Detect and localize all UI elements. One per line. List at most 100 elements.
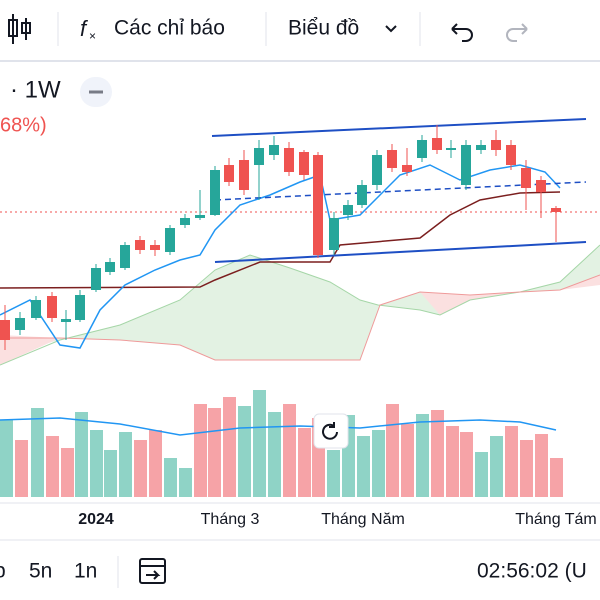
range-button[interactable]: 1n: [74, 560, 97, 583]
body: [269, 145, 279, 155]
body: [357, 185, 367, 205]
candle: [120, 242, 130, 270]
channel-bottom: [214, 241, 587, 263]
candle: [239, 150, 249, 195]
volume-bar: [194, 404, 207, 497]
range-button[interactable]: 5n: [29, 560, 52, 583]
candle: [329, 212, 339, 255]
candle: [387, 144, 397, 172]
redo-button[interactable]: [506, 23, 528, 42]
body: [343, 205, 353, 215]
fx-icon: ×: [89, 29, 96, 43]
range-button[interactable]: p: [0, 560, 6, 583]
candle: [224, 158, 234, 186]
volume-bar: [75, 412, 88, 497]
volume-bar: [90, 430, 103, 497]
candle-icon[interactable]: [8, 14, 31, 44]
volume-bar: [104, 450, 117, 497]
chart-type-button[interactable]: Biểu đồ: [288, 17, 359, 40]
volume-bar: [535, 434, 548, 497]
body: [536, 180, 546, 192]
body: [491, 140, 501, 150]
body: [329, 218, 339, 250]
volume-bar: [520, 440, 533, 497]
candle: [461, 140, 471, 190]
body: [135, 240, 145, 250]
volume-bar: [386, 404, 399, 497]
body: [195, 215, 205, 218]
body: [47, 296, 57, 318]
base-line: [0, 191, 561, 289]
volume-bar: [0, 420, 13, 497]
volume-bar: [283, 404, 296, 497]
volume-bar: [550, 458, 563, 497]
candle: [313, 152, 323, 258]
icon-part: [139, 558, 166, 584]
body: [372, 155, 382, 185]
volume-bar: [372, 430, 385, 497]
leading-span-b: [0, 274, 600, 361]
volume-ma: [0, 417, 557, 436]
candle: [254, 140, 264, 200]
volume-bar: [31, 408, 44, 497]
candle: [0, 305, 10, 350]
volume-bar: [357, 436, 370, 497]
cloud: [420, 275, 600, 315]
interval-label: · 1W: [10, 76, 61, 103]
time-label: 2024: [78, 511, 114, 528]
candle: [47, 292, 57, 322]
reset-button[interactable]: [313, 413, 349, 449]
volume-bar: [401, 424, 414, 497]
candle: [343, 200, 353, 220]
body: [31, 300, 41, 318]
clock: 02:56:02 (U: [477, 560, 587, 583]
volume-bar: [253, 390, 266, 497]
body: [91, 268, 101, 290]
volume-bar: [164, 458, 177, 497]
undo-button[interactable]: [451, 23, 473, 42]
body: [15, 318, 25, 330]
body: [150, 245, 160, 250]
candle: [135, 236, 145, 254]
candle: [506, 140, 516, 170]
body: [210, 170, 220, 215]
candle: [91, 264, 101, 292]
date-range-button[interactable]: [139, 558, 166, 584]
body: [224, 165, 234, 182]
candle: [15, 312, 25, 335]
volume-bar: [431, 410, 444, 497]
reset-icon: [322, 422, 338, 440]
body: [402, 165, 412, 172]
toolbar: f × Các chỉ báo Biểu đồ: [8, 12, 528, 46]
body: [254, 148, 264, 165]
volume-bar: [208, 408, 221, 497]
fx-icon[interactable]: f: [80, 16, 89, 41]
volume-bar: [61, 448, 74, 497]
body: [521, 168, 531, 188]
volume-bar: [149, 430, 162, 497]
candle: [31, 296, 41, 320]
icon-part: [8, 19, 18, 37]
volume-bar: [327, 450, 340, 497]
body: [105, 262, 115, 272]
candle: [551, 206, 561, 242]
volume-bar: [490, 436, 503, 497]
candle: [105, 258, 115, 275]
candle: [432, 125, 442, 154]
time-label: Tháng Tám: [515, 511, 597, 528]
candle: [165, 225, 175, 255]
body: [461, 145, 471, 185]
indicators-button[interactable]: Các chỉ báo: [114, 17, 225, 40]
body: [75, 295, 85, 320]
candle: [491, 130, 501, 156]
candle: [269, 136, 279, 160]
body: [180, 218, 190, 225]
dropdown-arrow: [385, 25, 397, 33]
candle: [536, 176, 546, 218]
body: [387, 150, 397, 168]
cloud: [0, 335, 60, 365]
chart: · 1W 68%): [0, 76, 600, 497]
